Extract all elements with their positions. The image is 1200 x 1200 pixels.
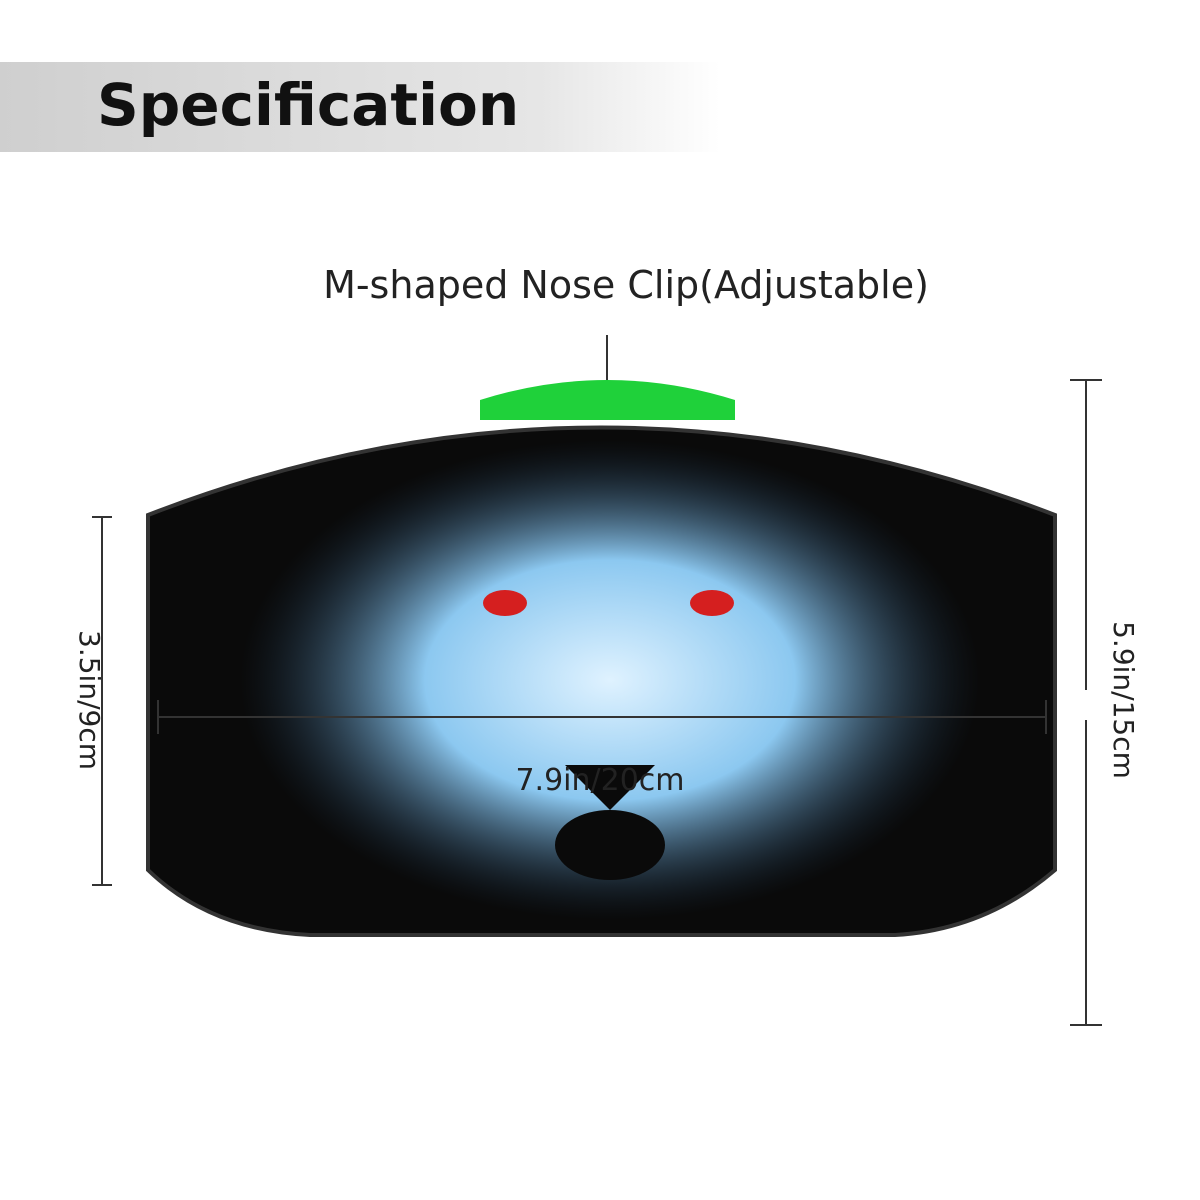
nose-clip-label: M-shaped Nose Clip(Adjustable) xyxy=(323,263,929,307)
leopard-artwork xyxy=(240,440,980,920)
eye xyxy=(483,590,527,616)
header-band xyxy=(0,62,1200,152)
header-title: Specification xyxy=(97,71,519,139)
width-label: 7.9in/20cm xyxy=(515,763,684,798)
outer-height-label: 5.9in/15cm xyxy=(1107,621,1140,779)
inner-height-label: 3.5in/9cm xyxy=(73,630,106,770)
nose xyxy=(565,765,655,810)
eye xyxy=(690,590,734,616)
nose-clip xyxy=(480,380,735,420)
dimension-lines xyxy=(92,379,1102,1026)
mouth xyxy=(555,810,665,880)
